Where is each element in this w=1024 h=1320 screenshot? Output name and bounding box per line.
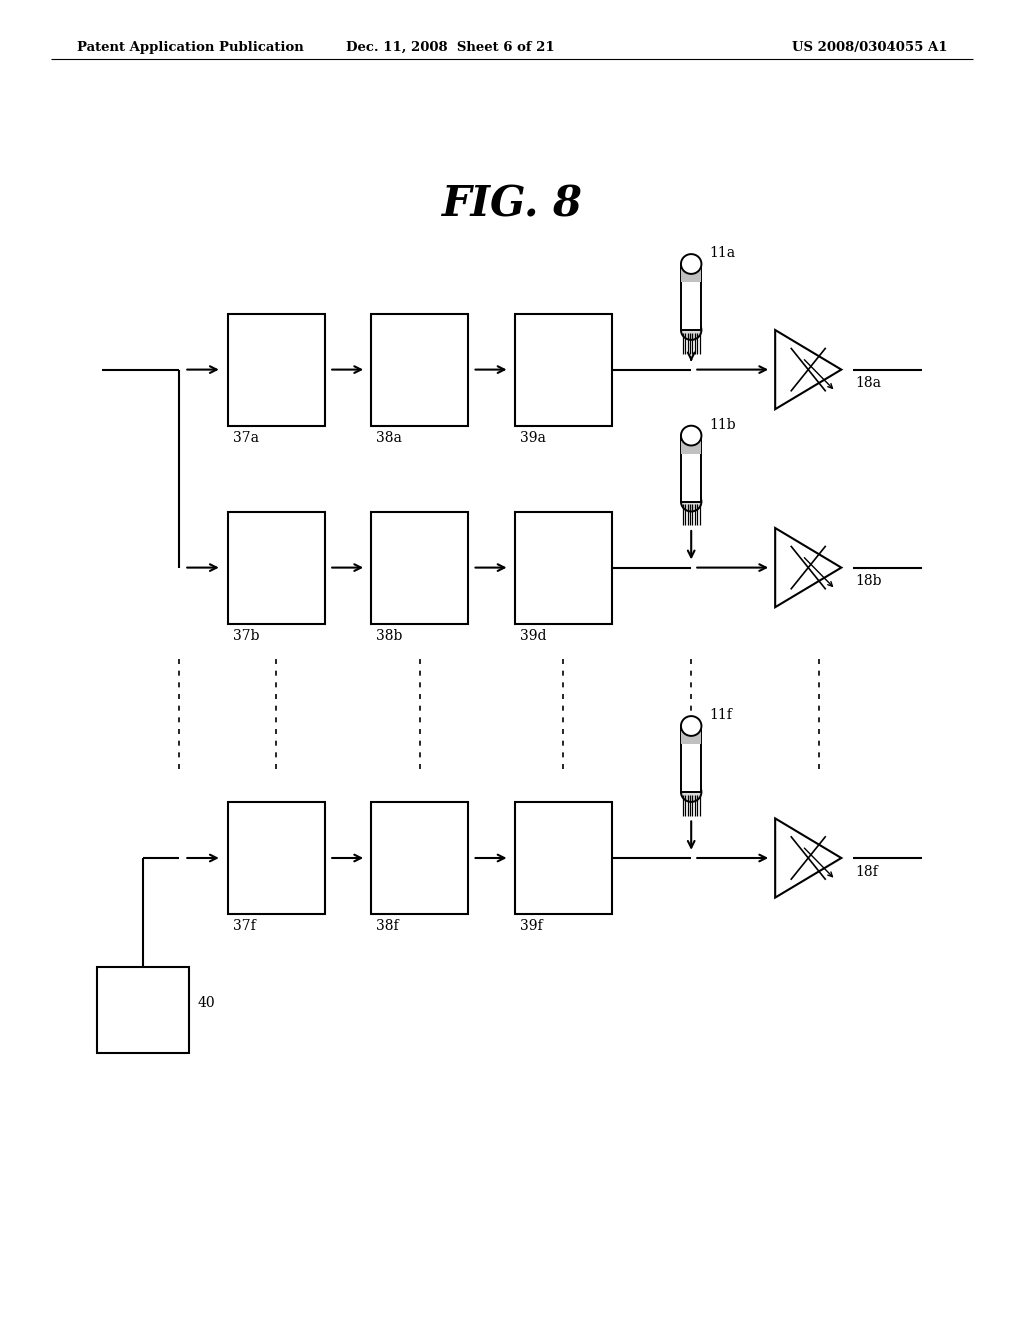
Text: FIG. 8: FIG. 8 [441,183,583,226]
Ellipse shape [681,253,701,275]
Text: 39f: 39f [520,919,543,933]
Ellipse shape [681,781,701,803]
Bar [681,264,701,330]
Text: 38f: 38f [377,919,399,933]
Text: 18a: 18a [855,376,881,391]
Ellipse shape [681,425,701,446]
Bar [515,512,612,624]
Text: 39d: 39d [520,630,546,643]
Text: US 2008/0304055 A1: US 2008/0304055 A1 [792,41,947,54]
Bar [371,314,469,425]
Text: 38b: 38b [377,630,402,643]
Ellipse shape [681,715,701,737]
Text: 37b: 37b [233,630,259,643]
Polygon shape [775,818,842,898]
Text: 39a: 39a [520,430,546,445]
Bar [515,801,612,913]
Text: 11a: 11a [710,247,736,260]
Text: Patent Application Publication: Patent Application Publication [77,41,303,54]
Text: 38a: 38a [377,430,402,445]
Bar [681,436,701,502]
Bar [371,801,469,913]
Bar [681,731,701,744]
Bar [228,314,326,425]
Bar [228,801,326,913]
Text: Dec. 11, 2008  Sheet 6 of 21: Dec. 11, 2008 Sheet 6 of 21 [346,41,555,54]
Text: 11b: 11b [710,418,736,432]
Text: 40: 40 [198,997,215,1010]
Bar [515,314,612,425]
Text: 18b: 18b [855,574,882,589]
Polygon shape [775,330,842,409]
Ellipse shape [681,321,701,341]
Ellipse shape [681,492,701,511]
Bar [228,512,326,624]
Bar [371,512,469,624]
Bar [681,441,701,454]
Text: 37f: 37f [233,919,256,933]
Bar [681,269,701,282]
Text: 11f: 11f [710,709,732,722]
Bar [97,968,189,1053]
Text: 18f: 18f [855,865,878,879]
Bar [681,726,701,792]
Text: 37a: 37a [233,430,259,445]
Polygon shape [775,528,842,607]
